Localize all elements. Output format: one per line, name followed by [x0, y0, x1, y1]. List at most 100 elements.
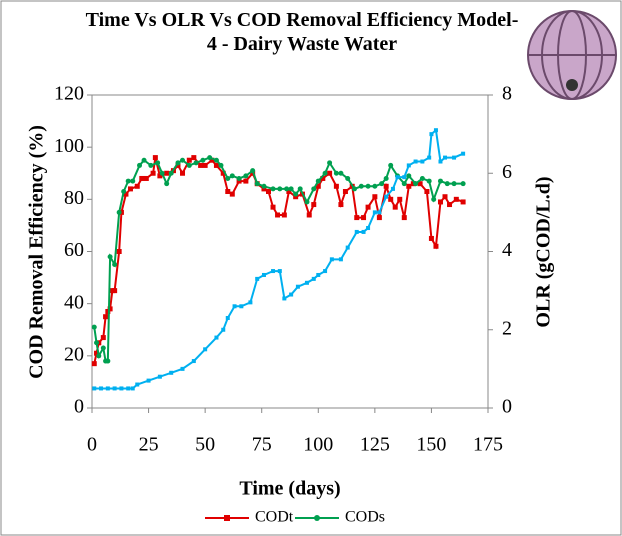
data-point [248, 300, 253, 305]
data-point [134, 183, 140, 189]
y-axis-label: COD Removal Efficiency (%) [26, 125, 48, 379]
data-point [193, 160, 199, 166]
data-point [130, 178, 136, 184]
y-tick-label: 0 [74, 396, 84, 418]
data-point [225, 175, 231, 181]
data-point [180, 366, 185, 371]
data-point [329, 257, 334, 262]
y2-axis-label: OLR (gCOD/L.d) [533, 176, 555, 327]
data-point [428, 235, 434, 241]
y2-tick-label: 2 [502, 317, 512, 339]
data-point [236, 175, 242, 181]
data-point [406, 183, 412, 189]
data-point [112, 288, 118, 294]
data-point [191, 155, 197, 161]
data-point [143, 175, 149, 181]
chart-title: Time Vs OLR Vs COD Removal Efficiency Mo… [85, 9, 519, 55]
data-point [157, 173, 163, 179]
data-point [282, 296, 287, 301]
y2-tick-label: 8 [502, 83, 512, 105]
data-point [94, 340, 100, 346]
data-point [209, 157, 215, 163]
data-point [323, 269, 328, 274]
data-point [169, 370, 174, 375]
data-point [379, 181, 385, 187]
data-point [392, 204, 398, 210]
y-tick-label: 100 [54, 135, 84, 157]
data-point [130, 386, 135, 391]
data-point [306, 212, 312, 218]
data-point [388, 162, 394, 168]
data-point [255, 276, 260, 281]
data-point [395, 175, 400, 180]
x-tick-label: 25 [139, 434, 159, 456]
data-point [345, 245, 350, 250]
data-point [442, 194, 448, 200]
x-tick-label: 0 [87, 434, 97, 456]
data-point [351, 186, 357, 192]
data-point [443, 155, 448, 160]
y-tick-label: 120 [54, 83, 84, 105]
y2-tick-label: 4 [502, 239, 512, 261]
data-point [213, 157, 219, 163]
data-point [315, 178, 321, 184]
data-point [175, 160, 181, 166]
data-point [157, 374, 162, 379]
data-point [401, 181, 407, 187]
data-point [243, 178, 249, 184]
data-point [361, 215, 367, 221]
data-point [126, 386, 131, 391]
data-point [316, 272, 321, 277]
data-point [229, 191, 235, 197]
data-point [214, 335, 219, 340]
y-tick-label: 20 [64, 343, 84, 365]
data-point [431, 196, 437, 202]
data-point [221, 327, 226, 332]
data-point [293, 194, 299, 200]
data-point [333, 183, 339, 189]
data-point [311, 202, 317, 208]
sphere-icon [527, 10, 617, 100]
data-point [116, 209, 122, 215]
data-point [250, 168, 256, 174]
data-point [342, 189, 348, 195]
data-point [338, 202, 344, 208]
data-point [401, 215, 407, 221]
data-point [295, 284, 300, 289]
data-point [460, 199, 466, 205]
data-point [383, 175, 389, 181]
data-point [180, 170, 186, 176]
data-point [413, 159, 418, 164]
data-point [121, 189, 127, 195]
data-point [447, 202, 453, 208]
data-point [429, 132, 434, 137]
x-tick-label: 125 [360, 434, 390, 456]
data-point [453, 196, 459, 202]
data-point [164, 181, 170, 187]
data-point [218, 162, 224, 168]
data-point [239, 304, 244, 309]
data-point [152, 155, 158, 161]
data-point [288, 186, 294, 192]
data-point [141, 157, 147, 163]
data-point [397, 196, 403, 202]
data-point [333, 170, 339, 176]
data-point [433, 128, 438, 133]
data-point [243, 173, 249, 179]
data-point [112, 262, 118, 268]
data-point [444, 181, 450, 187]
data-point [180, 157, 186, 163]
data-point [338, 257, 343, 262]
x-tick-label: 50 [195, 434, 215, 456]
y2-tick-label: 0 [502, 396, 512, 418]
data-point [377, 210, 382, 215]
data-point [148, 162, 154, 168]
data-point [427, 155, 432, 160]
data-point [293, 191, 299, 197]
data-point [107, 306, 113, 312]
data-point [451, 181, 457, 187]
data-point [390, 186, 395, 191]
